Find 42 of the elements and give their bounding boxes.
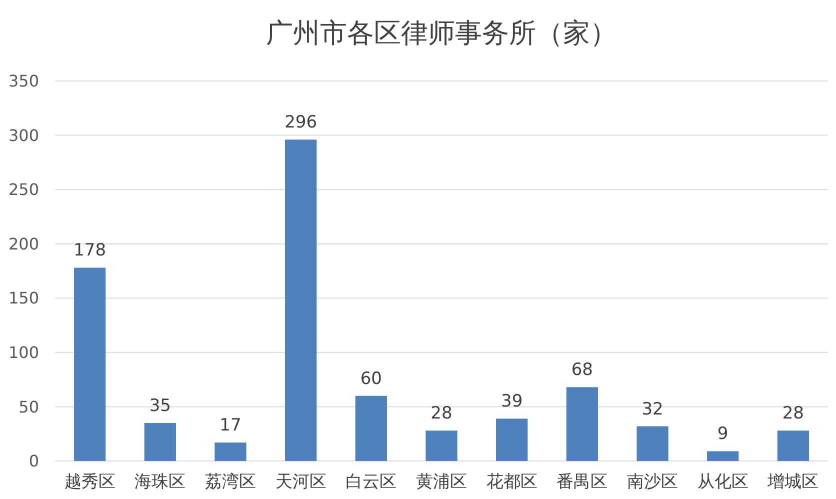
data-label: 68 <box>571 360 593 380</box>
x-tick-label: 黄浦区 <box>416 472 467 492</box>
bar <box>285 140 317 461</box>
bar <box>707 451 739 461</box>
y-tick-label: 300 <box>8 126 39 145</box>
x-tick-label: 海珠区 <box>134 472 186 492</box>
x-tick-label: 从化区 <box>697 472 748 492</box>
data-label: 178 <box>74 240 106 261</box>
bar <box>214 442 246 461</box>
y-tick-label: 350 <box>8 72 39 91</box>
x-tick-label: 白云区 <box>346 472 397 492</box>
x-tick-label: 番禺区 <box>556 472 608 492</box>
data-label: 32 <box>642 399 664 420</box>
y-tick-label: 100 <box>8 343 39 362</box>
y-tick-label: 0 <box>28 452 39 471</box>
bar <box>777 430 810 461</box>
x-tick-label: 天河区 <box>275 472 326 492</box>
y-tick-label: 50 <box>18 397 39 416</box>
bar <box>355 396 387 461</box>
bar <box>496 418 528 461</box>
data-label: 28 <box>782 404 804 424</box>
bar <box>636 426 668 461</box>
bar <box>144 423 176 461</box>
data-label: 296 <box>284 112 318 133</box>
chart-title: 广州市各区律师事务所（家） <box>266 18 617 49</box>
y-tick-label: 150 <box>8 288 39 308</box>
data-label: 35 <box>149 396 171 416</box>
x-tick-label: 增城区 <box>766 472 819 492</box>
data-label: 60 <box>360 368 382 389</box>
bar <box>74 268 106 461</box>
data-label: 39 <box>501 392 523 412</box>
x-tick-label: 南沙区 <box>627 472 678 492</box>
bar <box>426 430 458 461</box>
x-tick-label: 越秀区 <box>64 472 116 492</box>
bar <box>566 387 598 461</box>
data-label: 9 <box>717 424 728 444</box>
y-tick-label: 200 <box>8 234 39 254</box>
x-tick-label: 花都区 <box>486 472 538 492</box>
data-label: 28 <box>430 404 452 424</box>
y-tick-label: 250 <box>8 180 39 200</box>
x-tick-label: 荔湾区 <box>204 472 256 492</box>
data-label: 17 <box>220 416 242 436</box>
